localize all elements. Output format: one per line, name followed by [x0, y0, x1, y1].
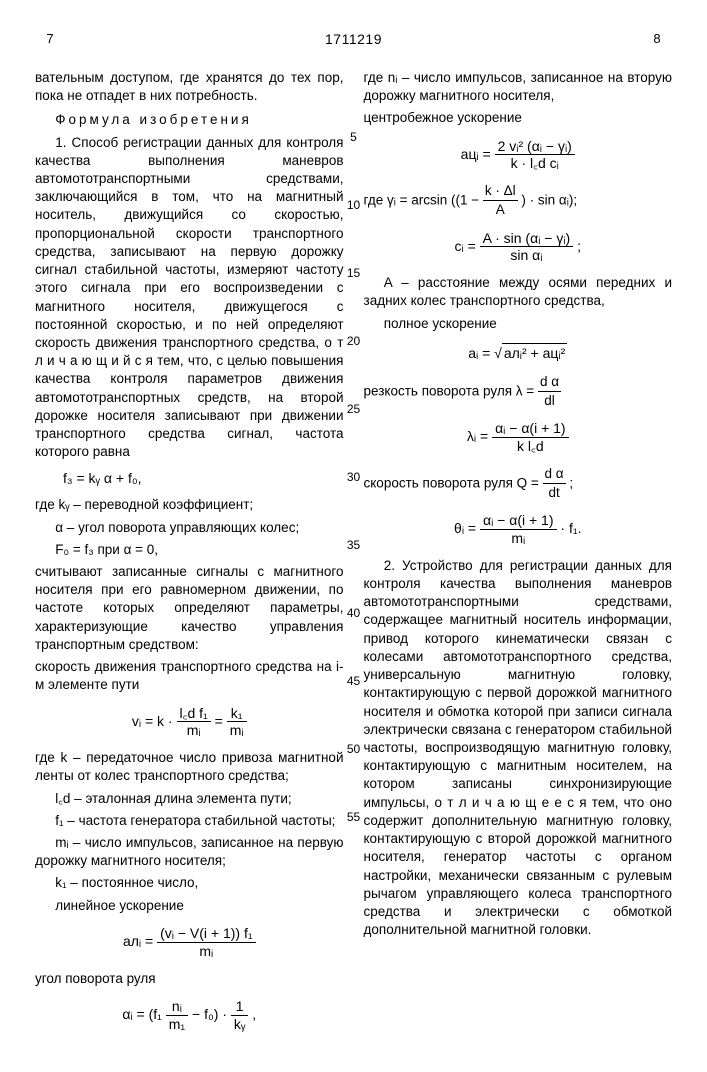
line-num: 5	[344, 129, 364, 145]
line-num: 45	[344, 673, 364, 689]
left-column: вательным доступом, где хранятся до тех …	[35, 69, 344, 1042]
para: полное ускорение	[364, 315, 673, 333]
line-num: 35	[344, 537, 364, 553]
line-num: 10	[344, 197, 364, 213]
para: mᵢ – число импульсов, записанное на перв…	[35, 834, 344, 870]
patent-number: 1711219	[325, 30, 382, 49]
para: центробежное ускорение	[364, 109, 673, 127]
line-num: 20	[344, 333, 364, 349]
line-num: 40	[344, 605, 364, 621]
formula: aлᵢ = (vᵢ − V(i + 1)) f₁mᵢ	[35, 925, 344, 960]
para: угол поворота руля	[35, 970, 344, 988]
para: α – угол поворота управляющих колес;	[35, 519, 344, 537]
para: f₁ – частота генератора стабильной часто…	[35, 812, 344, 830]
para: где kᵧ – переводной коэффициент;	[35, 496, 344, 514]
para: считывают записанные сигналы с магнитног…	[35, 563, 344, 654]
page-num-left: 7	[35, 30, 65, 49]
para: F₀ = f₃ при α = 0,	[35, 541, 344, 559]
para: l꜀d – эталонная длина элемента пути;	[35, 790, 344, 808]
formula: αᵢ = (f₁ nᵢm₁ − f₀) · 1kᵧ ,	[35, 998, 344, 1033]
formula: θᵢ = αᵢ − α(i + 1)mᵢ · f₁.	[364, 512, 673, 547]
formula: λᵢ = αᵢ − α(i + 1)k l꜀d	[364, 420, 673, 455]
para: 2. Устройство для регистрации данных для…	[364, 557, 673, 940]
formula: aцᵢ = 2 vᵢ² (αᵢ − γᵢ)k · l꜀d cᵢ	[364, 138, 673, 173]
line-num: 25	[344, 401, 364, 417]
right-column: где nᵢ – число импульсов, записанное на …	[364, 69, 673, 1042]
para: где k – передаточное число привоза магни…	[35, 749, 344, 785]
formula: aᵢ = √aлᵢ² + aцᵢ²	[364, 343, 673, 363]
para: где nᵢ – число импульсов, записанное на …	[364, 69, 673, 105]
para: 1. Способ регистрации данных для контрол…	[35, 134, 344, 462]
para: резкость поворота руля λ = d αdl	[364, 373, 673, 410]
line-num: 30	[344, 469, 364, 485]
para: A – расстояние между осями передних и за…	[364, 274, 673, 310]
body: 5 10 15 20 25 30 35 40 45 50 55 вательны…	[35, 69, 672, 1042]
page-header: 7 1711219 8	[35, 30, 672, 49]
line-num: 15	[344, 265, 364, 281]
para: k₁ – постоянное число,	[35, 874, 344, 892]
line-num: 50	[344, 741, 364, 757]
page-num-right: 8	[642, 30, 672, 49]
para: где γᵢ = arcsin ((1 − k · ΔlA ) · sin αᵢ…	[364, 182, 673, 219]
para: линейное ускорение	[35, 897, 344, 915]
section-title: Формула изобретения	[35, 111, 344, 129]
formula: f₃ = kᵧ α + f₀,	[35, 469, 344, 488]
line-num: 55	[344, 809, 364, 825]
para: вательным доступом, где хранятся до тех …	[35, 69, 344, 105]
para: скорость движения транспортного средства…	[35, 658, 344, 694]
formula: cᵢ = A · sin (αᵢ − γᵢ)sin αᵢ ;	[364, 230, 673, 265]
para: скорость поворота руля Q = d αdt ;	[364, 465, 673, 502]
formula: vᵢ = k · l꜀d f₁mᵢ = k₁mᵢ	[35, 705, 344, 740]
